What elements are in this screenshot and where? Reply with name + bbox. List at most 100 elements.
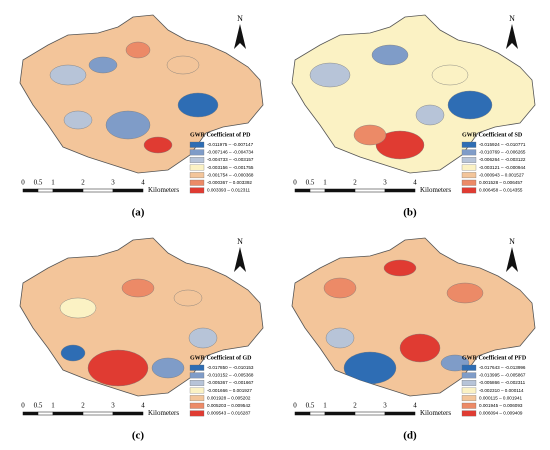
legend-title: GWR Coefficient of SD xyxy=(462,132,523,138)
legend-swatch xyxy=(189,410,205,417)
map-panel: N GWR Coefficient of PFD -0.017643 – -0.01… xyxy=(291,237,536,442)
legend-swatch xyxy=(461,157,477,163)
legend-label: -0.004733 – -0.003157 xyxy=(207,157,254,162)
district-patch xyxy=(166,55,200,75)
district-patch xyxy=(447,90,493,120)
legend-title: GWR Coefficient of PD xyxy=(190,132,251,138)
legend-label: -0.010152 – -0.005368 xyxy=(207,373,254,378)
legend-label: -0.006264 – -0.003122 xyxy=(479,157,526,162)
district-patch xyxy=(323,277,357,299)
legend-label: 0.003393 – 0.012311 xyxy=(207,188,251,193)
scale-unit: Kilometers xyxy=(420,409,451,417)
legend-title: GWR Coefficient of GD xyxy=(190,355,252,361)
scale-segment xyxy=(37,188,54,193)
district-patch xyxy=(325,327,355,349)
scale-segment xyxy=(294,411,311,416)
legend-swatch xyxy=(461,164,477,171)
district-patch xyxy=(177,92,219,118)
scale-segment xyxy=(112,411,144,416)
panel-label: (a) xyxy=(132,207,145,219)
scale-segment xyxy=(354,188,386,193)
district-patch xyxy=(49,64,87,86)
legend-label: -0.005367 – -0.001667 xyxy=(207,380,254,385)
scale-label: 0.5 xyxy=(34,402,43,410)
panel-label: (d) xyxy=(403,430,417,442)
legend-swatch xyxy=(461,172,477,179)
legend-swatch xyxy=(189,172,205,179)
district-patch xyxy=(87,349,149,387)
legend-label: -0.015924 – -0.010771 xyxy=(479,142,526,147)
legend-swatch xyxy=(189,364,205,371)
legend-label: 0.009543 – 0.016287 xyxy=(207,411,251,416)
scale-label: 0.5 xyxy=(306,402,315,410)
patches xyxy=(309,44,493,160)
patches xyxy=(59,278,218,387)
district-patch xyxy=(173,289,203,307)
legend-label: -0.013995 – -0.005867 xyxy=(479,373,526,378)
scale-label: 1 xyxy=(51,179,55,187)
legend-swatch xyxy=(189,164,205,171)
legend-label: 0.001945 – 0.006093 xyxy=(479,403,523,408)
legend-swatch xyxy=(461,179,477,186)
north-label: N xyxy=(237,237,243,246)
scale-label: 0 xyxy=(21,179,25,187)
legend-label: 0.006458 – 0.014355 xyxy=(479,188,523,193)
legend-label: 0.005203 – 0.009542 xyxy=(207,403,251,408)
scale-segment xyxy=(384,188,416,193)
legend-swatch xyxy=(189,387,205,394)
legend-swatch xyxy=(461,395,477,402)
district-patch xyxy=(63,110,93,130)
legend-label: -0.003156 – -0.001755 xyxy=(207,165,254,170)
scale-label: 3 xyxy=(383,179,387,187)
scale-segment xyxy=(82,188,114,193)
district-patch xyxy=(446,282,484,304)
district-patch xyxy=(375,130,425,160)
scale-unit: Kilometers xyxy=(148,186,179,194)
legend-swatch xyxy=(461,141,477,148)
legend-label: -0.005866 – -0.002311 xyxy=(479,380,526,385)
legend-label: -0.011975 – -0.007147 xyxy=(207,142,254,147)
north-label: N xyxy=(237,14,243,23)
legend-label: -0.002310 – 0.000114 xyxy=(479,388,524,393)
legend-swatch xyxy=(189,157,205,163)
legend-label: -0.003121 – -0.000944 xyxy=(479,165,526,170)
district-patch xyxy=(431,64,469,86)
district-patch xyxy=(125,41,151,59)
legend-swatch xyxy=(189,179,205,186)
scale-segment xyxy=(309,188,326,193)
map-panel: N GWR Coefficient of GD -0.017850 – -0.010… xyxy=(19,237,264,442)
scale-segment xyxy=(52,188,84,193)
scale-label: 3 xyxy=(111,179,115,187)
legend-swatch xyxy=(189,372,205,379)
legend-swatch xyxy=(461,387,477,394)
patches xyxy=(49,41,219,154)
legend-swatch xyxy=(189,149,205,156)
legend-label: 0.006094 – 0.009409 xyxy=(479,411,523,416)
district-patch xyxy=(121,278,155,298)
scale-unit: Kilometers xyxy=(148,409,179,417)
legend-swatch xyxy=(189,187,205,194)
district-patch xyxy=(371,44,409,66)
scale-segment xyxy=(324,188,356,193)
scale-segment xyxy=(354,411,386,416)
scale-segment xyxy=(22,188,39,193)
scale-label: 2 xyxy=(81,402,85,410)
scale-segment xyxy=(82,411,114,416)
legend-swatch xyxy=(461,410,477,417)
legend-swatch xyxy=(189,402,205,409)
scale-segment xyxy=(22,411,39,416)
legend-label: -0.017850 – -0.010153 xyxy=(207,365,254,370)
scale-segment xyxy=(112,188,144,193)
legend-label: 0.001928 – 0.005202 xyxy=(207,395,251,400)
scale-label: 3 xyxy=(383,402,387,410)
district-patch xyxy=(399,333,441,363)
scale-label: 0 xyxy=(293,179,297,187)
scale-label: 4 xyxy=(413,402,417,410)
scale-label: 1 xyxy=(323,402,327,410)
north-arrow xyxy=(506,24,518,49)
scale-segment xyxy=(52,411,84,416)
panel-label: (c) xyxy=(132,430,145,442)
legend-title: GWR Coefficient of PFD xyxy=(462,355,527,361)
legend-label: -0.001754 – -0.000368 xyxy=(207,172,254,177)
